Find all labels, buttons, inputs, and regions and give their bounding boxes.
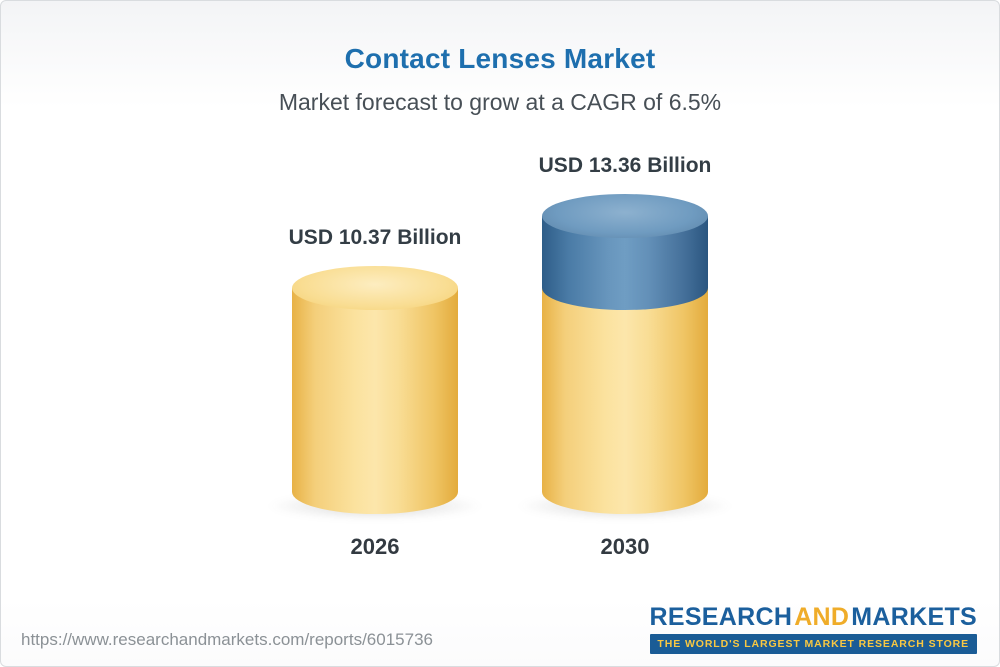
cylinder-2030-bottom-cap (542, 470, 708, 514)
cylinder-2026 (292, 266, 458, 514)
logo-word-research: RESEARCH (649, 602, 793, 631)
page-title: Contact Lenses Market (344, 43, 656, 74)
year-label-2030: 2030 (600, 534, 650, 559)
cylinder-2026-body (292, 288, 458, 492)
logo-word-and: AND (794, 602, 850, 631)
page-subtitle: Market forecast to grow at a CAGR of 6.5… (278, 89, 722, 115)
source-url-link[interactable]: https://www.researchandmarkets.com/repor… (21, 630, 433, 649)
cylinder-2030-blue-top-cap (542, 194, 708, 238)
logo-word-markets: MARKETS (851, 602, 977, 631)
value-label-2026: USD 10.37 Billion (288, 226, 462, 249)
logo-tagline: THE WORLD'S LARGEST MARKET RESEARCH STOR… (649, 634, 977, 654)
logo-wordmark: RESEARCHANDMARKETS (649, 602, 978, 632)
bar-group-2030: USD 13.36 Billion (505, 154, 745, 514)
bar-group-2026: USD 10.37 Billion (255, 226, 495, 514)
year-label-2026: 2026 (350, 534, 400, 559)
cylinder-2026-top-cap (292, 266, 458, 310)
cylinder-2030 (542, 194, 708, 514)
value-label-2030: USD 13.36 Billion (538, 154, 712, 177)
cylinder-2026-bottom-cap (292, 470, 458, 514)
research-and-markets-logo: RESEARCHANDMARKETS THE WORLD'S LARGEST M… (649, 602, 978, 654)
